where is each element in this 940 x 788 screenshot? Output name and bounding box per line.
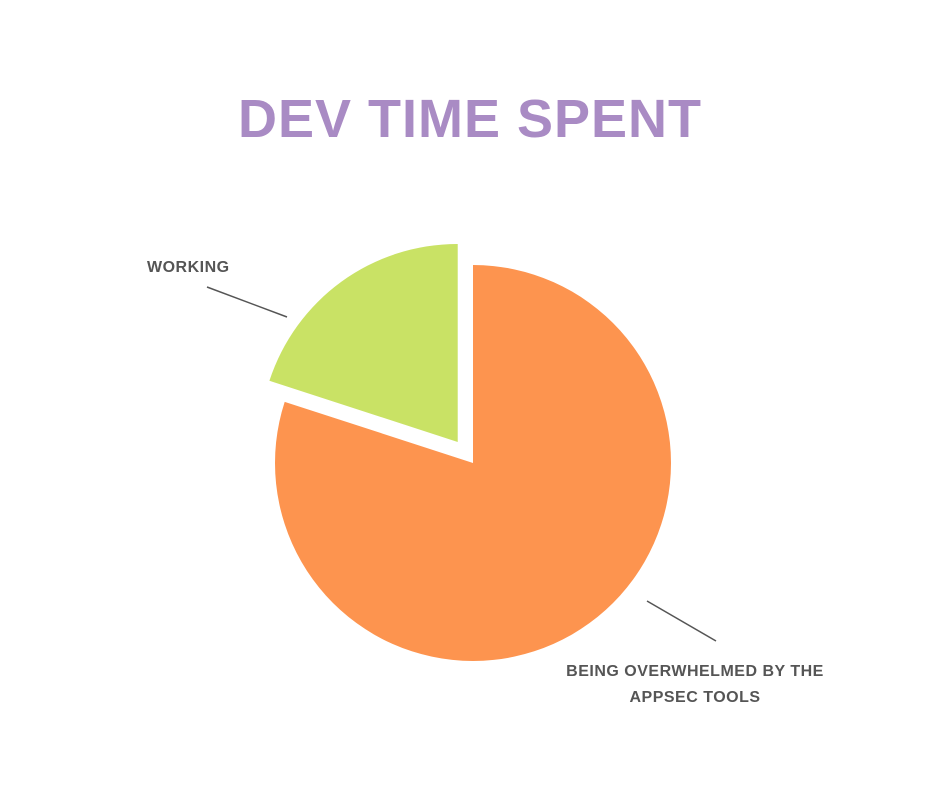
leader-line: [206, 286, 288, 318]
slice-label: WORKING: [147, 259, 230, 276]
slice-label: BEING OVERWHELMED BY THE APPSEC TOOLS: [566, 663, 824, 706]
pie-slice: [274, 265, 671, 661]
chart-title: DEV TIME SPENT: [237, 89, 703, 149]
leader-line: [646, 600, 717, 642]
pie-slice: [269, 243, 458, 442]
